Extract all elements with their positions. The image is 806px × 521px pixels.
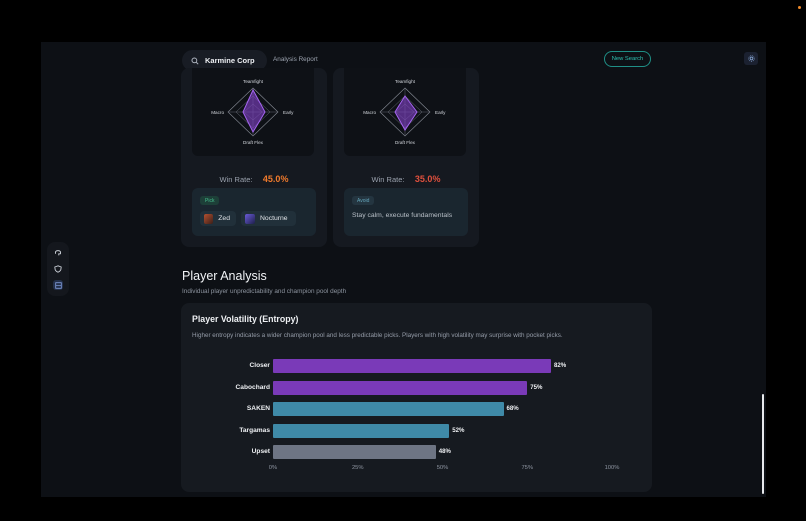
win-rate-label: Win Rate: <box>371 175 405 184</box>
win-rate-row: Win Rate: 35.0% <box>333 169 479 187</box>
radar-axis-label: Teamfight <box>395 79 416 84</box>
composition-card: Teamfight Early Draft Flex Macro Win Rat… <box>333 68 479 247</box>
search-query: Karmine Corp <box>205 56 255 65</box>
win-rate-value: 45.0% <box>262 174 289 184</box>
radar-axis-label: Early <box>283 110 294 115</box>
x-tick-label: 25% <box>351 465 364 471</box>
bar-row: SAKEN 68% <box>181 402 652 416</box>
grid-icon[interactable] <box>53 280 63 290</box>
radar-chart: Teamfight Early Draft Flex Macro <box>344 68 466 156</box>
avoid-tag: Avoid <box>352 196 375 205</box>
scrollbar[interactable] <box>762 394 764 494</box>
bar <box>273 359 551 373</box>
pick-tip-box: Pick Zed Nocturne <box>192 188 316 236</box>
brain-icon[interactable] <box>53 248 63 258</box>
search-icon <box>191 56 199 65</box>
bar <box>273 423 450 438</box>
champion-name: Zed <box>218 215 230 222</box>
bar <box>273 380 528 395</box>
side-rail <box>47 242 69 296</box>
radar-axis-label: Early <box>435 110 446 115</box>
bar-row: Targamas 52% <box>181 423 652 438</box>
champion-avatar <box>245 213 255 224</box>
bar-row: Upset 48% <box>181 445 652 459</box>
card-description: Higher entropy indicates a wider champio… <box>192 332 563 339</box>
new-search-button[interactable]: New Search <box>604 51 651 67</box>
bar-row: Cabochard 75% <box>181 380 652 395</box>
notification-dot <box>798 6 801 9</box>
radar-axis-label: Draft Flex <box>395 140 416 145</box>
radar-chart: Teamfight Early Draft Flex Macro <box>192 68 314 156</box>
bar-value-label: 48% <box>438 448 451 455</box>
tip-text: Stay calm, execute fundamentals <box>352 212 453 219</box>
settings-button[interactable] <box>744 52 758 65</box>
radar-axis-label: Draft Flex <box>243 140 264 145</box>
search-box[interactable]: Karmine Corp <box>182 50 267 71</box>
bar-category-label: Upset <box>251 448 270 455</box>
bar-row: Closer 82% <box>181 359 652 373</box>
shield-icon[interactable] <box>53 264 63 274</box>
avoid-tip-box: Avoid Stay calm, execute fundamentals <box>344 188 468 236</box>
composition-card: Teamfight Early Draft Flex Macro Win Rat… <box>181 68 327 247</box>
champion-chip-nocturne[interactable]: Nocturne <box>241 211 296 226</box>
win-rate-row: Win Rate: 45.0% <box>181 169 327 187</box>
volatility-card: Player Volatility (Entropy) Higher entro… <box>181 303 652 492</box>
card-title: Player Volatility (Entropy) <box>192 314 299 324</box>
bar-category-label: Targamas <box>239 426 270 434</box>
breadcrumb[interactable]: Analysis Report <box>273 56 318 63</box>
gear-icon <box>747 55 755 62</box>
bar-value-label: 82% <box>553 362 567 369</box>
win-rate-label: Win Rate: <box>219 175 253 184</box>
x-tick-label: 100% <box>604 465 620 471</box>
x-tick-label: 75% <box>521 465 534 471</box>
bar-category-label: Cabochard <box>235 383 270 391</box>
bar <box>273 445 436 459</box>
bar-category-label: Closer <box>249 362 270 369</box>
radar-axis-label: Macro <box>211 110 224 115</box>
top-bar: Karmine Corp Analysis Report New Search <box>41 42 766 76</box>
pick-tag: Pick <box>200 196 220 205</box>
win-rate-value: 35.0% <box>414 174 441 184</box>
champion-name: Nocturne <box>260 215 288 222</box>
champion-avatar <box>204 213 214 224</box>
section-subtitle: Individual player unpredictability and c… <box>182 288 347 295</box>
radar-axis-label: Teamfight <box>243 79 264 84</box>
radar-axis-label: Macro <box>363 110 376 115</box>
x-tick-label: 50% <box>436 465 449 471</box>
bar-value-label: 75% <box>530 383 543 391</box>
section-title: Player Analysis <box>182 269 267 283</box>
champion-chip-zed[interactable]: Zed <box>200 211 236 226</box>
bar-value-label: 68% <box>506 405 519 412</box>
bar-category-label: SAKEN <box>246 405 270 412</box>
x-tick-label: 0% <box>268 465 278 471</box>
bar-value-label: 52% <box>452 426 465 434</box>
bar <box>273 402 504 416</box>
app-window: Karmine Corp Analysis Report New Search <box>41 42 766 497</box>
